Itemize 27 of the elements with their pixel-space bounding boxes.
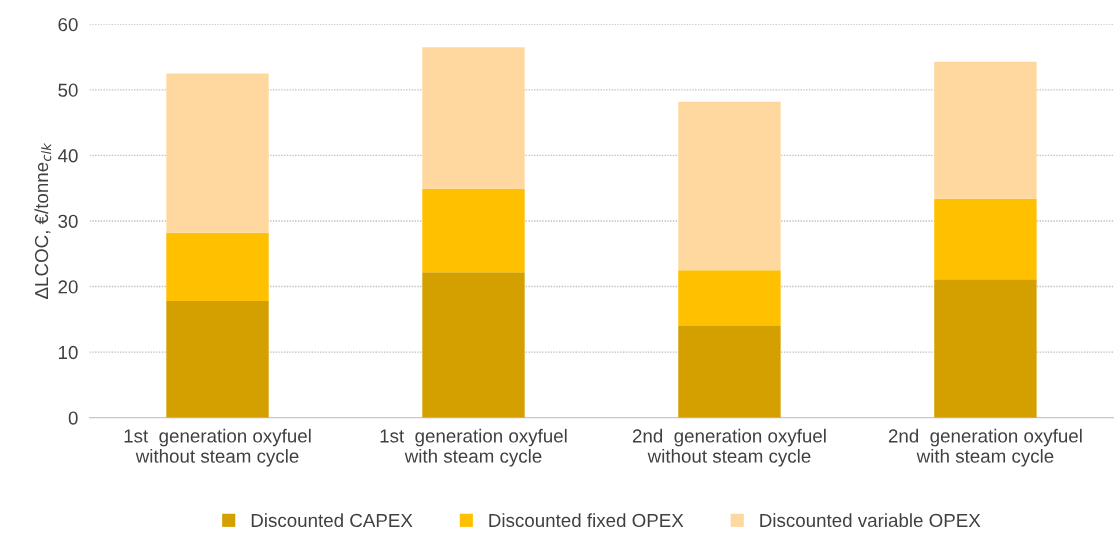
bar <box>422 188 525 273</box>
bar <box>166 301 269 418</box>
y-tick-label: 50 <box>58 83 78 97</box>
y-tick-label: 30 <box>58 214 78 228</box>
bar <box>166 73 269 233</box>
legend-label: Discounted fixed OPEX <box>489 513 684 528</box>
bar <box>422 272 525 418</box>
x-tick-label: 2nd generation oxyfuel with steam cycle <box>888 428 1082 467</box>
bar <box>678 270 781 326</box>
y-tick-label: 40 <box>57 149 78 163</box>
x-tick-label: 2nd generation oxyfuel without steam cycle <box>632 428 826 467</box>
legend-label: Discounted CAPEX <box>251 513 413 528</box>
bar <box>422 47 525 189</box>
bar <box>934 198 1037 280</box>
y-tick-label: 0 <box>68 411 78 425</box>
y-axis-title: ΔLCOC, €/tonne$_{clk}$ <box>34 142 52 299</box>
bar <box>166 232 269 301</box>
bar <box>678 101 781 271</box>
x-tick-label: 1st generation oxyfuel without steam cycle <box>124 428 311 467</box>
bar <box>678 325 781 418</box>
bar <box>934 61 1037 199</box>
y-tick-label: 20 <box>58 280 78 294</box>
y-tick-label: 60 <box>58 17 78 32</box>
legend-label: Discounted variable OPEX <box>760 513 981 528</box>
x-tick-label: 1st generation oxyfuel with steam cycle <box>380 428 567 467</box>
y-tick-label: 10 <box>58 345 78 360</box>
bar <box>934 279 1037 418</box>
